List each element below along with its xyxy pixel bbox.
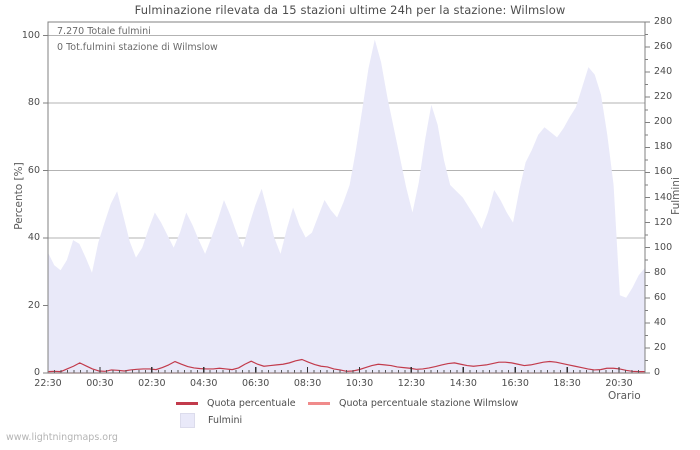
- x-axis-title: Orario: [608, 390, 641, 402]
- y-axis-left-tick-0: 0: [33, 367, 40, 378]
- x-axis-tick-0230: 02:30: [138, 378, 166, 389]
- x-axis-tick-0430: 04:30: [190, 378, 218, 389]
- legend-label-quota-percentuale-stazione: Quota percentuale stazione Wilmslow: [339, 398, 519, 409]
- y-axis-right-tick-160: 160: [654, 166, 673, 178]
- y-axis-right-tick-220: 220: [654, 91, 673, 103]
- legend-label-fulmini: Fulmini: [208, 415, 243, 426]
- legend-swatch-box-fulmini: [180, 413, 195, 428]
- y-axis-left-tick-80: 80: [27, 97, 40, 108]
- y-axis-right-tick-200: 200: [654, 116, 673, 128]
- x-axis-tick-1830: 18:30: [553, 378, 581, 389]
- legend-swatch-line-percent: [176, 402, 198, 405]
- y-axis-right-tick-260: 260: [654, 41, 673, 53]
- y-axis-right-tick-80: 80: [654, 266, 667, 278]
- x-axis-tick-0030: 00:30: [86, 378, 114, 389]
- legend-item-fulmini[interactable]: Fulmini: [176, 413, 242, 428]
- y-axis-right-tick-60: 60: [654, 291, 667, 303]
- x-axis-tick-2030: 20:30: [605, 378, 633, 389]
- y-axis-right-tick-240: 240: [654, 66, 673, 78]
- x-axis-tick-0830: 08:30: [293, 378, 322, 389]
- annotation-station-lightning: 0 Tot.fulmini stazione di Wilmslow: [57, 42, 218, 53]
- chart-title: Fulminazione rilevata da 15 stazioni ult…: [134, 3, 566, 17]
- legend-label-quota-percentuale: Quota percentuale: [207, 398, 296, 409]
- lightning-area-series: [48, 39, 645, 374]
- legend-item-quota-percentuale-stazione[interactable]: Quota percentuale stazione Wilmslow: [308, 398, 518, 409]
- x-axis-tick-0630: 06:30: [241, 378, 270, 389]
- y-axis-left-tick-40: 40: [27, 232, 40, 243]
- plot-frame: [47, 21, 646, 374]
- y-axis-left-tick-100: 100: [21, 29, 40, 41]
- x-axis-tick-1230: 12:30: [397, 378, 426, 389]
- y-axis-right-tick-140: 140: [654, 191, 673, 203]
- y-axis-right-tick-180: 180: [654, 141, 673, 153]
- y-axis-right-tick-0: 0: [654, 367, 661, 378]
- y-axis-right-tick-40: 40: [654, 316, 667, 328]
- y-axis-left-tick-60: 60: [27, 164, 40, 176]
- footer-attribution: www.lightningmaps.org: [6, 432, 118, 443]
- legend-swatch-line-percent-station: [308, 402, 330, 405]
- y-axis-right-tick-280: 280: [654, 16, 673, 27]
- x-axis-tick-1630: 16:30: [501, 378, 529, 389]
- x-axis-tick-2230: 22:30: [34, 378, 62, 389]
- x-axis-tick-1030: 10:30: [345, 378, 374, 389]
- annotation-total-lightning: 7.270 Totale fulmini: [57, 26, 151, 37]
- legend-item-quota-percentuale[interactable]: Quota percentuale: [176, 398, 296, 409]
- x-axis-tick-1430: 14:30: [449, 378, 477, 389]
- y-axis-left-tick-20: 20: [27, 299, 40, 311]
- y-axis-right-tick-20: 20: [654, 341, 667, 353]
- y-axis-right-tick-100: 100: [654, 241, 673, 253]
- y-axis-right-tick-120: 120: [654, 216, 673, 228]
